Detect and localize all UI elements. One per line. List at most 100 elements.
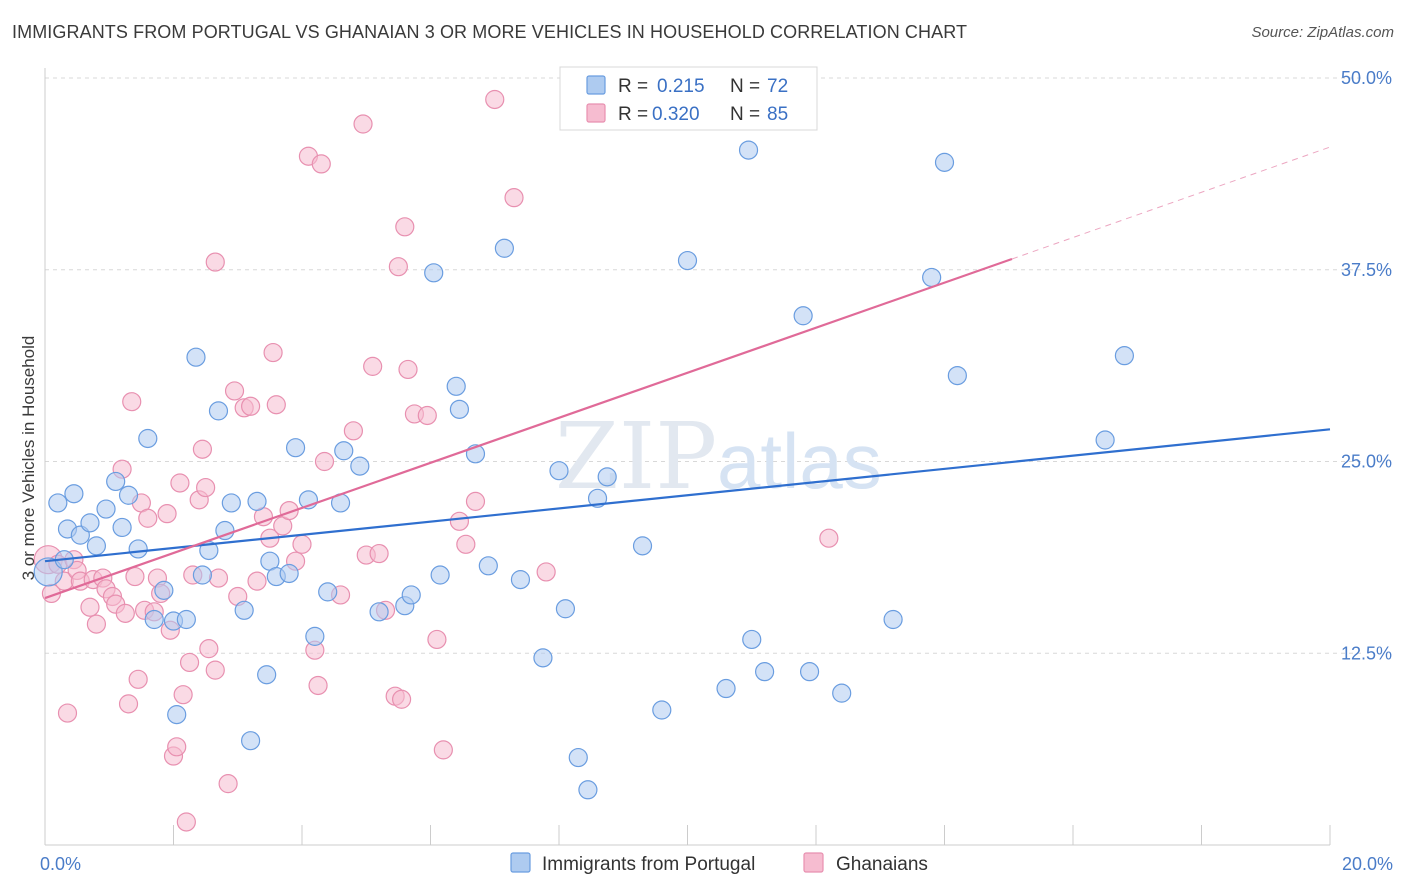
- ghanaians-point: [369, 543, 389, 564]
- portugal-point: [1114, 346, 1135, 366]
- portugal-point: [430, 565, 450, 585]
- ghanaians-point: [138, 508, 158, 528]
- ghanaians-point: [199, 639, 219, 659]
- portugal-point: [1095, 430, 1115, 450]
- ghanaians-point: [122, 392, 142, 412]
- ghanaians-point: [456, 534, 476, 554]
- portugal-point: [446, 376, 466, 396]
- ghanaians-point: [308, 675, 328, 696]
- y-tick-labels: 12.5% 25.0% 37.5% 50.0%: [1341, 68, 1392, 663]
- portugal-point: [652, 700, 672, 720]
- portugal-point: [279, 563, 299, 584]
- portugal-point: [167, 705, 187, 725]
- ghanaians-point: [170, 473, 190, 493]
- portugal-point: [742, 629, 762, 650]
- portugal-point: [176, 609, 196, 630]
- y-tick-label: 12.5%: [1341, 643, 1392, 663]
- portugal-point: [549, 461, 569, 481]
- series-swatch-portugal: [510, 852, 531, 873]
- portugal-trend-line: [44, 428, 1331, 563]
- ghanaians-point: [391, 689, 412, 709]
- portugal-point: [208, 401, 229, 421]
- portugal-point: [106, 471, 126, 492]
- portugal-point: [510, 570, 531, 590]
- legend-n-value-pink: 85: [767, 104, 788, 125]
- ghanaians-trend-line: [44, 257, 1013, 600]
- x-tick-labels: 0.0% 20.0%: [40, 854, 1393, 874]
- portugal-point: [401, 585, 421, 605]
- ghanaians-point: [118, 694, 139, 714]
- portugal-point: [799, 662, 820, 682]
- ghanaians-point: [292, 534, 312, 554]
- ghanaians-point: [485, 89, 505, 110]
- ghanaians-point: [208, 568, 229, 588]
- series-swatch-ghanaians: [803, 852, 824, 873]
- portugal-point: [86, 536, 107, 556]
- ghanaians-point: [427, 629, 447, 650]
- ghanaians-point: [115, 603, 135, 623]
- portugal-point: [738, 140, 759, 160]
- legend-swatch-pink: [586, 103, 606, 123]
- axes: [44, 68, 1331, 846]
- portugal-point: [334, 441, 354, 461]
- ghanaians-point: [398, 359, 418, 380]
- ghanaians-point: [224, 381, 245, 401]
- portugal-point: [716, 678, 736, 699]
- ghanaians-point: [266, 395, 286, 415]
- portugal-point: [424, 263, 444, 283]
- portugal-point: [64, 484, 84, 504]
- portugal-point: [318, 582, 338, 602]
- ghanaians-point: [173, 685, 193, 705]
- ghanaians-trend-extension: [1011, 146, 1331, 260]
- y-tick-label: 37.5%: [1341, 260, 1392, 280]
- portugal-point: [793, 306, 813, 326]
- portugal-point: [632, 536, 653, 556]
- portugal-point: [587, 488, 608, 508]
- ghanaians-point: [417, 405, 437, 426]
- ghanaians-point: [218, 774, 238, 794]
- portugal-point: [555, 599, 576, 619]
- portugal-point: [138, 428, 158, 449]
- ghanaians-point: [353, 114, 373, 134]
- series-label-portugal: Immigrants from Portugal: [542, 854, 755, 875]
- portugal-point: [241, 731, 261, 751]
- y-tick-label: 50.0%: [1341, 68, 1392, 88]
- ghanaians-point: [205, 252, 225, 272]
- portugal-point: [48, 493, 68, 513]
- ghanaians-point: [86, 614, 107, 634]
- ghanaians-point: [395, 217, 415, 237]
- watermark-atlas: atlas: [717, 417, 882, 505]
- portugal-point: [568, 747, 588, 768]
- ghanaians-point: [465, 491, 486, 511]
- portugal-point: [677, 250, 698, 271]
- ghanaians-point: [449, 511, 470, 531]
- y-axis-label: 3 or more Vehicles in Household: [19, 336, 38, 581]
- ghanaians-point: [157, 504, 177, 524]
- legend-n-value-blue: 72: [767, 76, 788, 97]
- ghanaians-point: [536, 562, 556, 582]
- watermark-zip: ZIP: [555, 403, 717, 510]
- portugal-point: [118, 485, 139, 505]
- x-tick-label: 20.0%: [1342, 854, 1393, 874]
- portugal-point: [305, 626, 325, 646]
- portugal-point: [186, 347, 206, 367]
- series-label-ghanaians: Ghanaians: [836, 854, 928, 875]
- portugal-point: [247, 491, 267, 511]
- portugal-point: [96, 499, 116, 519]
- portugal-point: [832, 683, 852, 703]
- portugal-point: [285, 438, 306, 458]
- portugal-point: [934, 152, 955, 172]
- y-tick-label: 25.0%: [1341, 452, 1392, 472]
- ghanaians-point: [504, 188, 524, 208]
- portugal-point: [478, 556, 498, 576]
- legend-r-label-blue: R =: [618, 76, 648, 97]
- ghanaians-point: [196, 477, 216, 498]
- grid: [45, 77, 1365, 654]
- legend-swatch-blue: [586, 75, 606, 95]
- portugal-points: [33, 140, 1135, 800]
- ghanaians-point: [363, 356, 383, 376]
- ghanaians-point: [128, 669, 148, 689]
- portugal-point: [192, 565, 213, 585]
- series-legend: Immigrants from Portugal Ghanaians: [510, 852, 928, 875]
- ghanaians-point: [247, 571, 267, 591]
